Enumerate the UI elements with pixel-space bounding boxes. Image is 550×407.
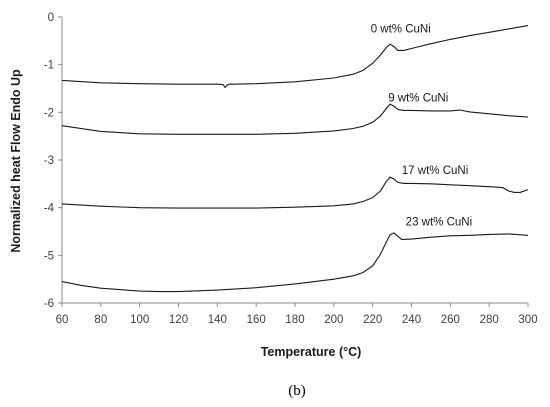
y-tick-label: -5 (44, 250, 54, 262)
y-tick-label: -4 (44, 203, 55, 215)
x-axis-title: Temperature (°C) (261, 345, 362, 359)
series-labels: 0 wt% CuNi 9 wt% CuNi 17 wt% CuNi 23 wt% Cu… (371, 23, 472, 228)
x-tick-label: 100 (130, 314, 149, 326)
series-group (61, 25, 529, 293)
x-tick-label: 280 (480, 314, 499, 326)
y-tick-label: -6 (44, 298, 54, 310)
y-tick-label: -1 (44, 60, 54, 72)
x-tick-label: 220 (363, 314, 382, 326)
figure-caption: (b) (288, 383, 306, 399)
series-label-4: 23 wt% CuNi (406, 216, 472, 228)
series-line-3 (61, 176, 529, 209)
y-tick-label: -2 (44, 107, 54, 119)
series-line-1 (61, 25, 529, 89)
series-label-3: 17 wt% CuNi (402, 165, 468, 177)
x-tick-label: 60 (56, 314, 69, 326)
x-tick-label: 240 (402, 314, 421, 326)
y-tick-label: -3 (44, 155, 54, 167)
x-tick-label: 80 (94, 314, 107, 326)
x-tick-label: 180 (285, 314, 304, 326)
y-axis-ticks: 0 -1 -2 -3 -4 -5 -6 (44, 12, 62, 310)
x-tick-label: 200 (324, 314, 343, 326)
x-tick-label: 260 (441, 314, 460, 326)
x-tick-label: 160 (247, 314, 266, 326)
x-tick-label: 300 (518, 314, 537, 326)
series-label-1: 0 wt% CuNi (371, 23, 431, 35)
series-label-2: 9 wt% CuNi (388, 92, 448, 104)
x-tick-label: 120 (169, 314, 188, 326)
series-line-4 (61, 232, 529, 293)
y-axis-title: Normalized heat Flow Endo Up (9, 69, 23, 253)
y-tick-label: 0 (48, 12, 54, 24)
series-line-2 (61, 103, 529, 135)
x-axis-ticks: 60 80 100 120 140 160 180 200 220 240 260 280 300 (56, 303, 538, 326)
x-tick-label: 140 (208, 314, 227, 326)
